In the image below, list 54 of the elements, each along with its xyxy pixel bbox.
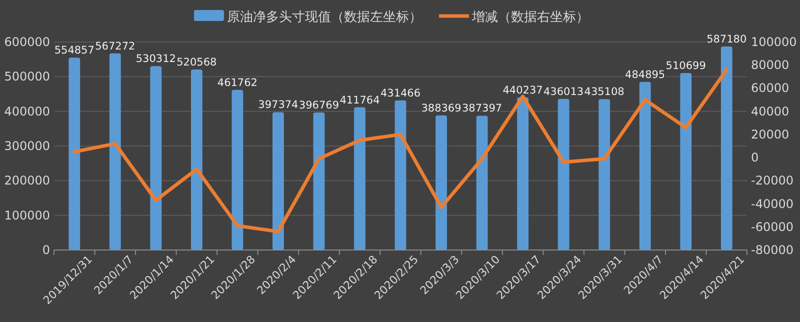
- y2-tick-label: 100000: [751, 35, 797, 49]
- bar: [232, 90, 244, 250]
- data-label: 484895: [625, 68, 666, 81]
- y2-tick-label: 20000: [751, 127, 790, 142]
- legend-label: 原油净多头寸现值（数据左坐标）: [227, 10, 422, 25]
- y-tick-label: 600000: [4, 35, 50, 49]
- line-series: [72, 68, 728, 234]
- data-label: 436013: [544, 86, 584, 98]
- bar: [272, 112, 284, 250]
- y2-tick-label: 40000: [751, 104, 790, 118]
- data-label: 510699: [666, 60, 706, 72]
- y2-tick-label: -60000: [751, 220, 794, 234]
- data-label: 411764: [340, 94, 380, 106]
- y2-tick-label: -40000: [751, 196, 794, 211]
- data-label: 440237: [502, 84, 543, 96]
- bar: [394, 100, 406, 250]
- bar: [598, 99, 610, 250]
- y2-tick-label: -80000: [751, 243, 794, 257]
- bar: [68, 58, 80, 250]
- y2-tick-label: 60000: [751, 81, 790, 96]
- data-label: 587180: [706, 33, 747, 46]
- legend-label: 增减（数据右坐标）: [471, 10, 589, 25]
- y-tick-label: 200000: [4, 174, 50, 188]
- y2-tick-label: -20000: [751, 174, 794, 188]
- data-label: 530312: [136, 53, 176, 66]
- y2-tick-label: 0: [751, 150, 759, 165]
- bar: [313, 112, 325, 250]
- y-tick-label: 300000: [4, 139, 50, 153]
- y-tick-label: 400000: [4, 104, 50, 118]
- data-label: 520568: [176, 56, 217, 69]
- bar: [436, 115, 447, 250]
- data-label: 396769: [298, 99, 340, 112]
- bar: [517, 97, 528, 250]
- data-label: 388369: [421, 102, 462, 114]
- bar: [354, 107, 366, 250]
- data-label: 431466: [380, 87, 421, 100]
- y-tick-label: 100000: [4, 208, 50, 222]
- bar: [190, 70, 202, 250]
- data-label: 435108: [584, 86, 624, 98]
- y-tick-label: 500000: [4, 70, 50, 84]
- bar: [558, 98, 570, 250]
- bar: [109, 53, 121, 250]
- data-label: 554857: [54, 44, 94, 57]
- bar: [639, 82, 651, 250]
- data-label: 397374: [258, 99, 299, 112]
- data-label: 567272: [95, 40, 136, 52]
- y-tick-label: 0: [42, 243, 50, 257]
- data-label: 461762: [217, 76, 258, 89]
- data-label: 387397: [462, 102, 502, 115]
- bar: [720, 46, 732, 250]
- bar: [476, 116, 488, 250]
- y2-tick-label: 80000: [751, 58, 790, 72]
- bar: [150, 66, 162, 250]
- bar: [680, 72, 692, 250]
